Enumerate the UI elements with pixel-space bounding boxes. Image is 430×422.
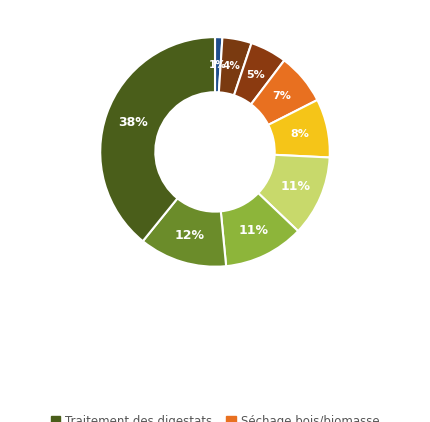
Wedge shape <box>100 37 215 241</box>
Text: 38%: 38% <box>118 116 147 129</box>
Wedge shape <box>251 60 317 125</box>
Wedge shape <box>234 43 284 104</box>
Legend: Traitement des digestats, Elevage, Multi-séchages, Locaux/réseau de chaleur, Ser: Traitement des digestats, Elevage, Multi… <box>46 410 384 422</box>
Text: 4%: 4% <box>223 61 241 71</box>
Wedge shape <box>215 37 222 92</box>
Text: 11%: 11% <box>238 224 268 237</box>
Wedge shape <box>258 155 330 231</box>
Text: 7%: 7% <box>273 91 292 101</box>
Wedge shape <box>268 100 330 157</box>
Text: 12%: 12% <box>175 229 205 242</box>
Text: 1%: 1% <box>209 60 227 70</box>
Wedge shape <box>221 193 298 266</box>
Text: 8%: 8% <box>291 129 310 139</box>
Text: 11%: 11% <box>280 180 310 193</box>
Wedge shape <box>143 198 226 267</box>
Wedge shape <box>219 38 252 95</box>
Text: 5%: 5% <box>246 70 265 80</box>
